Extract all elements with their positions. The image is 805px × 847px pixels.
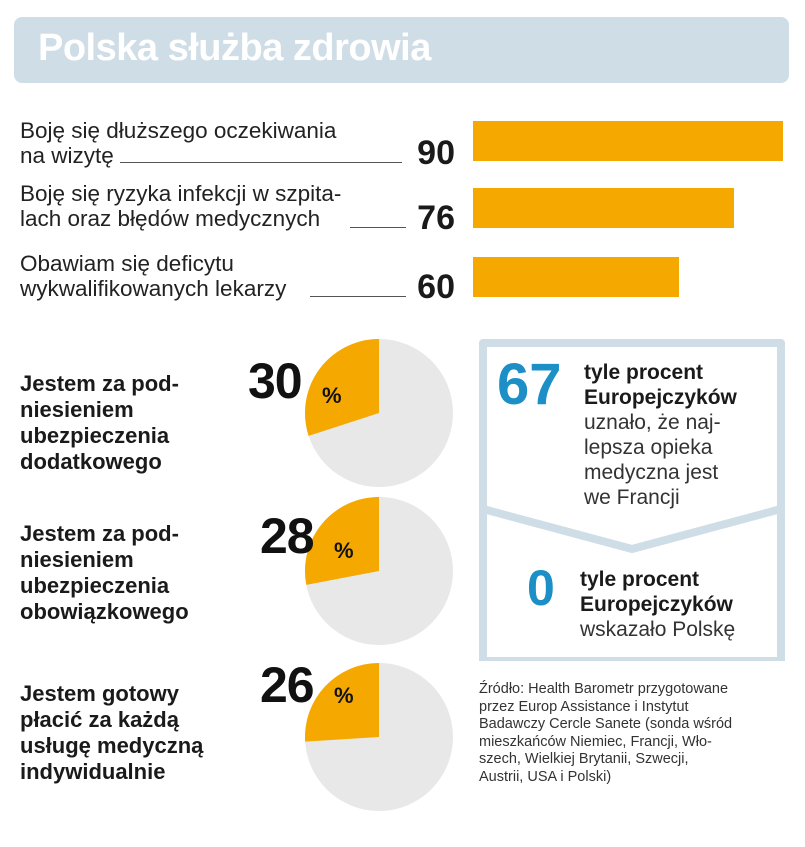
info-line: uznało, że naj-	[584, 411, 721, 434]
bar-label-line: na wizytę	[20, 143, 118, 168]
bar	[473, 257, 679, 297]
big-number: 0	[527, 560, 555, 616]
pie-label: Jestem gotowy płacić za każdą usługę med…	[20, 681, 203, 785]
title-bar: Polska służba zdrowia	[14, 17, 789, 83]
pie-value: 30	[248, 353, 303, 409]
pie-slice	[305, 339, 379, 436]
pie-label-line: obowiązkowego	[20, 599, 189, 624]
pie-label: Jestem za pod- niesieniem ubezpieczenia …	[20, 521, 189, 625]
bar-label-line: Boję się dłuższego oczekiwania	[20, 118, 337, 143]
info-line: Europejczyków	[584, 386, 737, 409]
bar-label-line: Obawiam się deficytu	[20, 251, 234, 276]
source-line: szech, Wielkiej Brytanii, Szwecji,	[479, 751, 689, 767]
bar	[473, 121, 783, 161]
pie-label-line: Jestem gotowy	[20, 681, 179, 706]
pie-percent-sign: %	[334, 683, 354, 708]
source-line: przez Europ Assistance i Instytut	[479, 698, 689, 715]
source-line: Austrii, USA i Polski)	[479, 768, 612, 785]
source-line: mieszkańców Niemiec, Francji, Wło-	[479, 733, 712, 750]
info-box: 67 tyle procent Europejczyków uznało, że…	[477, 337, 787, 661]
pie-label-line: płacić za każdą	[20, 707, 179, 732]
pie-chart	[305, 663, 453, 811]
pie-label-line: Jestem za pod-	[20, 371, 179, 396]
pie-label-line: usługę medyczną	[20, 733, 204, 758]
info-text: wskazało Polskę	[580, 617, 735, 642]
info-text: uznało, że naj- lepsza opieka medyczna j…	[584, 410, 721, 510]
source-note: Źródło: Health Barometr przygotowane prz…	[479, 681, 789, 786]
page-title: Polska służba zdrowia	[38, 27, 431, 69]
info-bold-text: tyle procent Europejczyków	[580, 567, 733, 617]
bar-label: Obawiam się deficytu wykwalifikowanych l…	[20, 251, 400, 301]
pie-slice	[305, 663, 379, 742]
bar-row: Boję się dłuższego oczekiwania na wizytę…	[0, 118, 805, 188]
info-box-frame	[479, 339, 785, 661]
info-line: we Francji	[584, 486, 680, 509]
bar-label: Boję się ryzyka infekcji w szpita- lach …	[20, 181, 400, 231]
pie-percent-sign: %	[334, 538, 354, 563]
info-line: Europejczyków	[580, 593, 733, 616]
pie-chart	[305, 497, 453, 645]
source-line: Badawczy Cercle Sanete (sonda wśród	[479, 716, 733, 732]
pie-chart	[305, 339, 453, 487]
pie-value: 28	[260, 508, 315, 564]
pie-label: Jestem za pod- niesieniem ubezpieczenia …	[20, 371, 179, 475]
info-line: lepsza opieka	[584, 436, 713, 459]
bar-label: Boję się dłuższego oczekiwania na wizytę	[20, 118, 400, 168]
bar-label-line: wykwalifikowanych lekarzy	[20, 276, 291, 301]
pie-label-line: ubezpieczenia	[20, 423, 170, 448]
info-line: wskazało Polskę	[580, 618, 736, 641]
bar	[473, 188, 734, 228]
bar-label-line: lach oraz błędów medycznych	[20, 206, 325, 231]
info-line: tyle procent	[584, 361, 704, 384]
pie-label-line: dodatkowego	[20, 449, 162, 474]
pie-percent-sign: %	[322, 383, 342, 408]
info-bold-text: tyle procent Europejczyków	[584, 360, 737, 410]
bar-value: 60	[417, 268, 455, 306]
info-line: tyle procent	[580, 568, 700, 591]
pie-label-line: Jestem za pod-	[20, 521, 179, 546]
pie-label-line: indywidualnie	[20, 759, 166, 784]
pie-slice	[305, 497, 379, 585]
bar-row: Obawiam się deficytu wykwalifikowanych l…	[0, 251, 805, 321]
bar-value: 90	[417, 134, 455, 172]
pie-label-line: ubezpieczenia	[20, 573, 170, 598]
pie-value: 26	[260, 657, 315, 713]
leader-line	[350, 227, 406, 228]
leader-line	[120, 162, 402, 163]
info-line: medyczna jest	[584, 461, 719, 484]
bar-row: Boję się ryzyka infekcji w szpita- lach …	[0, 181, 805, 251]
source-line: Źródło: Health Barometr przygotowane	[479, 681, 729, 697]
bar-label-line: Boję się ryzyka infekcji w szpita-	[20, 181, 342, 206]
bar-value: 76	[417, 199, 455, 237]
leader-line	[310, 296, 406, 297]
big-number: 67	[497, 352, 562, 417]
pie-label-line: niesieniem	[20, 397, 134, 422]
pie-label-line: niesieniem	[20, 547, 134, 572]
